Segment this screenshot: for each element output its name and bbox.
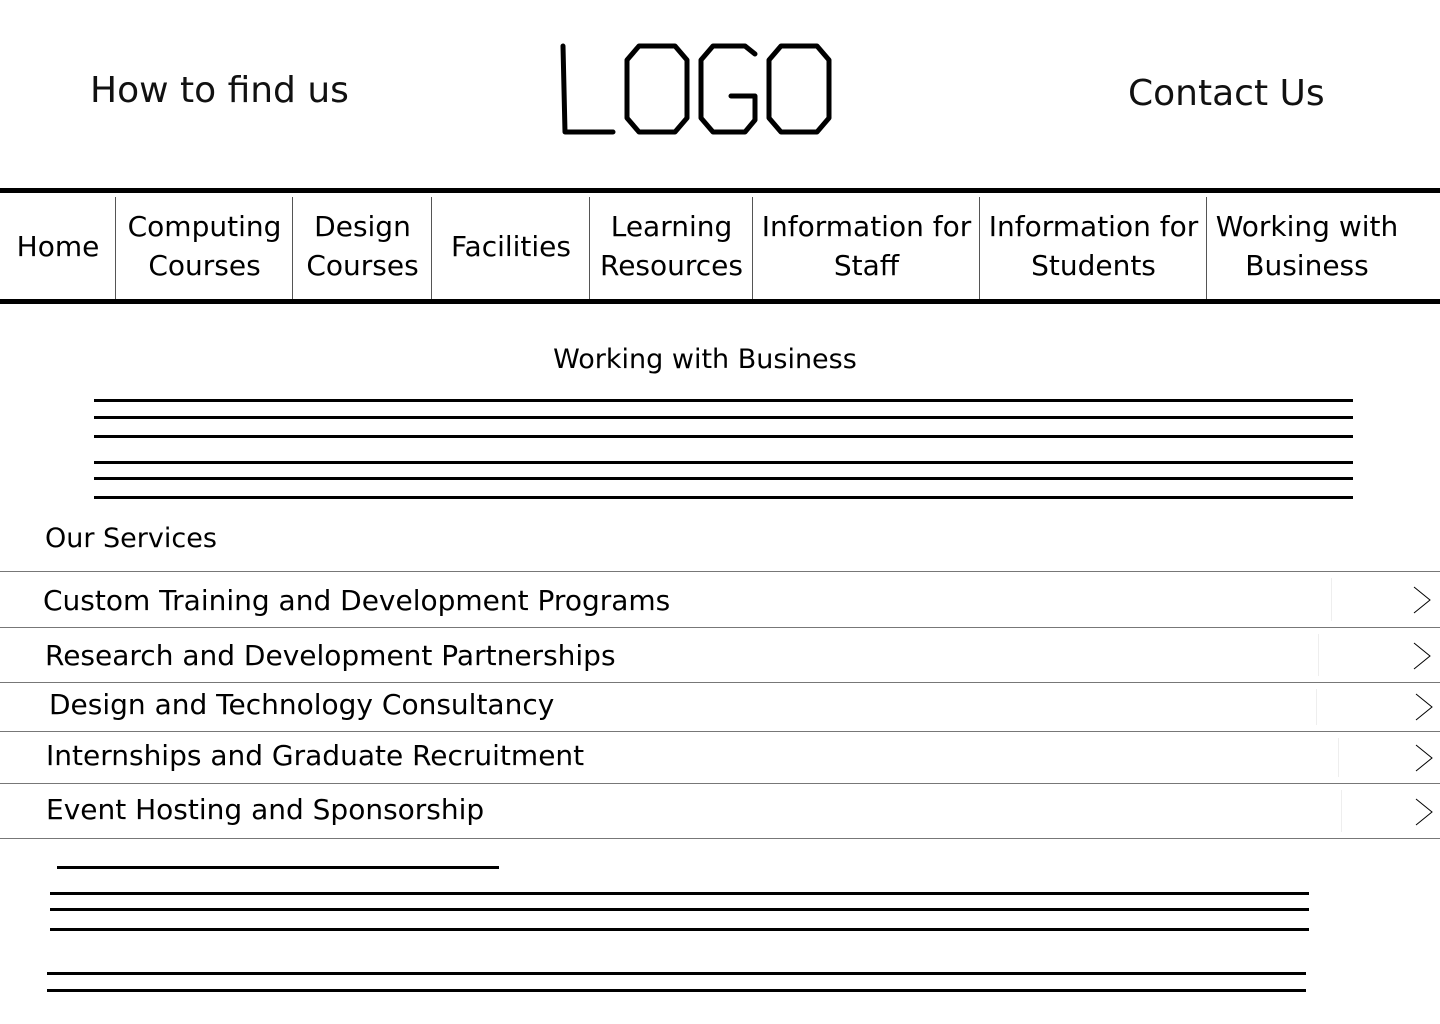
nav-item-working-with-business[interactable]: Working with Business [1215,210,1399,282]
service-row-research-partnerships[interactable]: Research and Development Partnerships [0,627,1440,682]
text-line-placeholder [50,892,1309,895]
row-divider [1316,689,1317,725]
nav-divider [292,197,293,299]
service-row-event-hosting[interactable]: Event Hosting and Sponsorship [0,783,1440,838]
chevron-right-icon [1415,693,1433,721]
chevron-right-icon [1413,586,1431,614]
text-line-placeholder [94,416,1353,419]
service-row-internships[interactable]: Internships and Graduate Recruitment [0,731,1440,783]
nav-item-information-for-staff[interactable]: Information for Staff [761,210,972,282]
nav-item-facilities[interactable]: Facilities [451,229,571,263]
row-divider [1318,634,1319,676]
how-to-find-us-link[interactable]: How to find us [90,70,349,111]
services-bottom-border [0,838,1440,839]
chevron-right-icon [1415,744,1433,772]
service-row-design-consultancy[interactable]: Design and Technology Consultancy [0,682,1440,731]
logo[interactable] [555,38,835,138]
text-line-placeholder [94,461,1353,464]
service-label: Design and Technology Consultancy [49,688,555,721]
service-row-custom-training[interactable]: Custom Training and Development Programs [0,571,1440,627]
services-heading: Our Services [45,523,217,554]
service-label: Research and Development Partnerships [45,639,616,672]
nav-item-learning-resources[interactable]: Learning Resources [600,210,743,282]
service-label: Custom Training and Development Programs [43,584,671,617]
text-line-placeholder [57,866,499,869]
chevron-right-icon [1415,798,1433,826]
text-line-placeholder [94,435,1353,438]
nav-divider [431,197,432,299]
text-line-placeholder [50,928,1309,931]
nav-divider [1206,197,1207,299]
nav-divider [752,197,753,299]
main-nav: Home Computing Courses Design Courses Fa… [0,188,1440,304]
nav-item-information-for-students[interactable]: Information for Students [988,210,1199,282]
chevron-right-icon [1413,642,1431,670]
text-line-placeholder [47,972,1306,975]
row-divider [1341,790,1342,832]
nav-item-computing-courses[interactable]: Computing Courses [127,210,282,282]
row-divider [1338,738,1339,777]
text-line-placeholder [94,399,1353,402]
text-line-placeholder [94,477,1353,480]
text-line-placeholder [50,908,1309,911]
page-title: Working with Business [553,344,857,375]
text-line-placeholder [47,989,1306,992]
nav-item-home[interactable]: Home [16,229,100,263]
nav-divider [979,197,980,299]
nav-divider [589,197,590,299]
service-label: Internships and Graduate Recruitment [46,739,585,772]
row-divider [1331,578,1332,621]
nav-item-design-courses[interactable]: Design Courses [306,210,419,282]
contact-us-link[interactable]: Contact Us [1128,73,1325,114]
service-label: Event Hosting and Sponsorship [46,793,485,826]
text-line-placeholder [94,496,1353,499]
nav-divider [115,197,116,299]
